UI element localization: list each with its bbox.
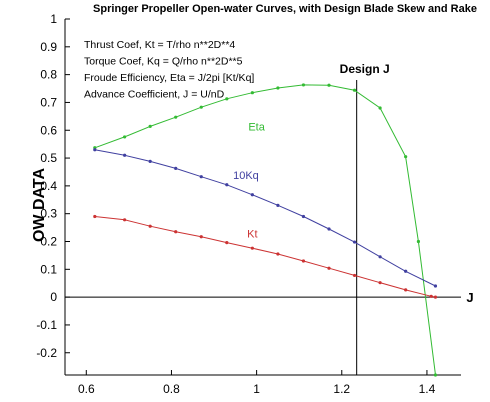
data-point-eta: [433, 373, 438, 377]
y-tick-label: 0.3: [40, 207, 57, 221]
data-point-10kq: [404, 269, 408, 273]
x-axis-label: J: [466, 290, 473, 305]
data-point-kt: [148, 224, 152, 228]
data-point-kt: [327, 266, 331, 270]
y-tick-label: 0: [50, 290, 57, 304]
data-point-10kq: [301, 214, 306, 219]
data-point-eta: [123, 135, 127, 139]
series-line-eta: [94, 84, 436, 376]
data-point-eta: [301, 83, 306, 87]
chart-title: Springer Propeller Open-water Curves, wi…: [93, 3, 477, 15]
data-point-10kq: [225, 183, 229, 187]
series-label-10kq: 10Kq: [233, 170, 259, 182]
data-point-kt: [174, 230, 178, 234]
data-point-10kq: [378, 255, 382, 259]
y-tick-label: 0.6: [40, 123, 57, 137]
annotation-line: Thrust Coef, Kt = T/rho n**2D**4: [84, 39, 235, 51]
annotation-line: Torque Coef, Kq = Q/rho n**2D**5: [84, 56, 243, 68]
y-tick-label: 0.1: [40, 262, 57, 276]
y-tick-label: -0.1: [36, 318, 57, 332]
series-group: Eta 10Kq Kt: [93, 83, 438, 377]
data-point-eta: [148, 124, 152, 128]
y-tick-label: 0.9: [40, 40, 57, 54]
data-point-kt: [276, 252, 280, 256]
data-point-kt: [225, 241, 229, 245]
data-point-kt: [93, 214, 97, 219]
y-axis-label: OW DATA: [31, 168, 48, 243]
data-point-10kq: [433, 284, 438, 288]
annotation-line: Advance Coefficient, J = U/nD: [84, 89, 225, 101]
y-tick-label: 0.7: [40, 95, 57, 109]
data-point-kt: [433, 295, 438, 299]
data-point-10kq: [123, 153, 127, 157]
x-tick-label: 1.2: [333, 382, 350, 396]
data-point-eta: [199, 105, 203, 109]
x-tick-label: 1: [253, 382, 260, 396]
x-tick-label: 0.6: [78, 382, 95, 396]
axes: -0.2 -0.1 0 0.1 0.2 0.3 0.4 0.5 0.6 0.7 0.8 0.9 1 0.6…: [36, 12, 461, 396]
annotation-line: Froude Efficiency, Eta = J/2pi [Kt/Kq]: [84, 72, 254, 84]
data-point-kt: [352, 273, 357, 278]
y-tick-label: 0.5: [40, 151, 57, 165]
y-tick-label: 0.8: [40, 68, 57, 82]
series-line-10kq: [94, 149, 436, 287]
data-point-10kq: [327, 227, 331, 231]
data-point-eta: [327, 83, 331, 87]
data-point-10kq: [276, 203, 280, 207]
series-line-kt: [94, 216, 436, 298]
annotation-box: Thrust Coef, Kt = T/rho n**2D**4 Torque C…: [84, 39, 254, 101]
y-tick-label: 0.2: [40, 235, 57, 249]
data-point-kt: [378, 281, 382, 285]
data-point-10kq: [250, 193, 254, 197]
data-point-eta: [174, 115, 178, 119]
y-tick-label: 1: [50, 12, 57, 26]
data-point-kt: [429, 294, 433, 298]
y-tick-label: -0.2: [36, 346, 57, 360]
data-point-10kq: [93, 148, 97, 152]
data-point-10kq: [199, 175, 203, 179]
data-point-kt: [301, 259, 306, 263]
x-tick-label: 1.4: [419, 382, 436, 396]
series-label-eta: Eta: [248, 121, 265, 133]
data-point-10kq: [148, 159, 152, 163]
x-tick-label: 0.8: [163, 382, 180, 396]
data-point-eta: [250, 91, 254, 95]
data-point-eta: [404, 155, 408, 159]
data-point-eta: [276, 86, 280, 90]
data-point-10kq: [174, 166, 178, 170]
data-point-eta: [378, 106, 382, 110]
data-point-kt: [250, 246, 254, 250]
series-label-kt: Kt: [247, 228, 257, 240]
data-point-kt: [404, 288, 408, 292]
data-point-eta: [225, 97, 229, 101]
data-point-eta: [352, 88, 357, 92]
data-point-kt: [123, 218, 127, 222]
data-point-10kq: [352, 240, 357, 244]
data-point-kt: [199, 235, 203, 239]
design-j-label: Design J: [340, 62, 390, 76]
data-point-eta: [416, 239, 421, 244]
y-tick-label: 0.4: [40, 179, 57, 193]
